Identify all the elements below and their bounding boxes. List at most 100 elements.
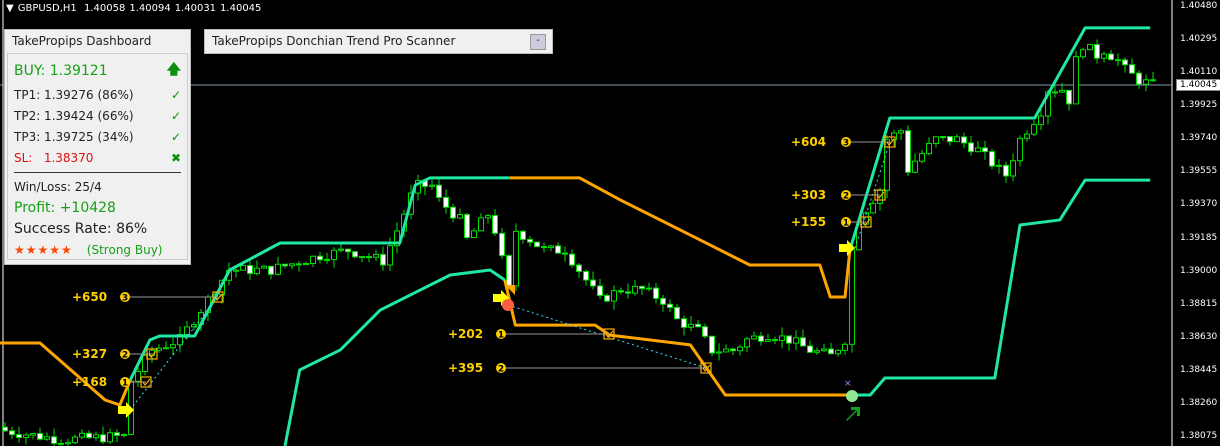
scanner-panel[interactable]: TakePropips Donchian Trend Pro Scanner - [204, 29, 553, 54]
bear-candle [590, 279, 596, 287]
tp-number-icon [120, 377, 130, 387]
bull-candle [254, 267, 260, 275]
price-tick-label: 1.39185 [1180, 232, 1218, 243]
bear-candle [506, 255, 512, 287]
bull-candle [107, 432, 113, 443]
bull-candle [737, 346, 743, 352]
buy-arrow-icon [846, 407, 860, 421]
tp-hit-checkbox-icon [603, 328, 615, 340]
tp-number-icon: 1 [498, 331, 504, 341]
bear-candle [576, 264, 582, 272]
bull-candle [744, 338, 750, 348]
bull-candle [723, 348, 729, 353]
upper-band-bull [848, 26, 1151, 251]
bull-candle [1080, 49, 1086, 58]
bull-candle [310, 255, 316, 265]
bear-candle [660, 297, 666, 305]
bull-candle [1150, 79, 1156, 82]
bull-candle [1031, 124, 1037, 135]
bear-candle [786, 335, 792, 344]
bull-candle [898, 130, 904, 134]
bull-candle [933, 136, 939, 144]
bear-candle [905, 130, 911, 173]
tp-hit-checkbox-icon [860, 216, 872, 228]
bull-candle [1101, 53, 1107, 59]
profit-label: +604 [791, 135, 827, 149]
tp-number-icon: 3 [122, 294, 128, 304]
bear-candle [268, 265, 274, 275]
checkmark-icon [142, 378, 151, 387]
bear-candle [618, 290, 624, 293]
x-mark-icon: ✖ [170, 150, 181, 165]
entry-arrow-icon [118, 402, 134, 418]
dashboard-title: TakePropips Dashboard [12, 34, 152, 48]
profit-label: +202 [448, 327, 484, 341]
bear-candle [555, 245, 561, 254]
bull-candle [821, 348, 827, 352]
bear-candle [982, 147, 988, 153]
buy-price: BUY: 1.39121 [14, 63, 108, 79]
bear-candle [51, 436, 57, 444]
bear-candle [807, 345, 813, 353]
upper-band-bear [509, 176, 852, 299]
bull-candle [359, 256, 365, 259]
bear-candle [58, 442, 64, 445]
bull-candle [793, 337, 799, 344]
bear-candle [9, 430, 15, 436]
bear-candle [436, 184, 442, 198]
bear-candle [597, 285, 603, 296]
price-tick-label: 1.38630 [1180, 331, 1218, 342]
price-tick-label: 1.39370 [1180, 199, 1218, 210]
success-rate: Success Rate: 86% [14, 220, 148, 237]
bear-candle [604, 294, 610, 302]
price-tick-label: 1.39740 [1180, 133, 1218, 144]
dropdown-triangle-icon[interactable]: ▼ [6, 3, 14, 14]
bull-candle [275, 263, 281, 275]
minimize-button[interactable]: - [530, 34, 546, 50]
bear-candle [37, 433, 43, 440]
bear-candle [968, 142, 974, 153]
bear-candle [681, 318, 687, 328]
bull-candle [331, 249, 337, 260]
bull-candle [1010, 160, 1016, 177]
bull-candle [779, 335, 785, 341]
bear-candle [247, 265, 253, 275]
bull-candle [478, 217, 484, 232]
bull-candle [1087, 44, 1093, 51]
bear-candle [695, 323, 701, 328]
tp-number-icon: 2 [498, 365, 504, 375]
price-tick-label: 1.38260 [1180, 397, 1218, 408]
bear-candle [345, 248, 351, 253]
tp3-value: TP3: 1.39725 (34%) [14, 129, 134, 144]
entry-arrow-icon [839, 240, 855, 256]
bull-candle [23, 434, 29, 438]
checkmark-icon [148, 350, 157, 359]
checkmark-icon [702, 364, 711, 373]
tp-hit-checkbox-icon [874, 189, 886, 201]
tp-number-icon [841, 217, 851, 227]
tp-number-icon: 3 [843, 139, 849, 149]
bull-candle [1073, 56, 1079, 105]
close-price: 1.40045 [220, 3, 262, 14]
bear-candle [443, 196, 449, 208]
bull-candle [471, 230, 477, 239]
bear-candle [989, 151, 995, 167]
bull-candle [513, 230, 519, 287]
bear-candle [86, 432, 92, 439]
bull-candle [457, 214, 463, 219]
profit-value: Profit: +10428 [14, 199, 116, 216]
tp-number-icon: 1 [122, 379, 128, 389]
price-tick-label: 1.40295 [1180, 34, 1218, 45]
candles [2, 39, 1156, 446]
checkmark-icon [862, 218, 871, 227]
bear-candle [1108, 53, 1114, 61]
bull-candle [891, 132, 897, 141]
bear-candle [702, 326, 708, 337]
bear-candle [828, 348, 834, 355]
bear-candle [296, 263, 302, 266]
bear-candle [380, 253, 386, 266]
bull-candle [289, 263, 295, 267]
dashboard-panel[interactable]: TakePropips Dashboard BUY: 1.39121 🡅 TP1:… [4, 29, 191, 265]
bull-candle [485, 215, 491, 219]
